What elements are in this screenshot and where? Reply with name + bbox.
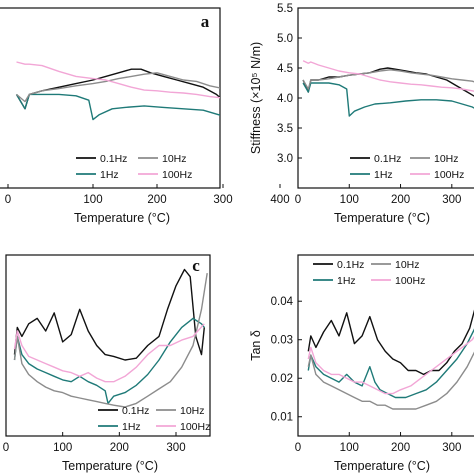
series-line-0_1Hz	[307, 309, 474, 376]
series-line-1Hz	[307, 328, 474, 399]
series-line-10Hz	[16, 72, 220, 103]
x-tick-label: 300	[213, 194, 232, 206]
series-line-10Hz	[307, 351, 474, 410]
x-axis-label: Temperature (°C)	[74, 211, 170, 225]
panel-2: 0 100 200 300 3.0 3.5 4.0 4.5 5.0 5.5 Temperature …	[249, 3, 474, 225]
series-line-1Hz	[13, 317, 205, 405]
y-tick-label: 0.03	[271, 335, 293, 347]
x-tick-label: 0	[295, 194, 301, 206]
legend-label: 100Hz	[395, 275, 425, 287]
series-line-100Hz	[16, 61, 220, 99]
legend-label: 10Hz	[180, 405, 205, 417]
x-tick-label: 100	[53, 442, 72, 454]
x-tick-label: 400	[270, 194, 289, 206]
legend-label: 0.1Hz	[337, 259, 364, 271]
series-line-1Hz	[302, 82, 474, 117]
legend-label: 100Hz	[180, 421, 210, 433]
x-tick-label: 0	[295, 442, 301, 454]
y-tick-label: 4.0	[277, 93, 293, 105]
legend-label: 1Hz	[337, 275, 356, 287]
x-tick-label: 200	[110, 442, 129, 454]
series-line-100Hz	[302, 60, 474, 92]
x-tick-label: 100	[340, 442, 359, 454]
series-group	[15, 61, 220, 121]
series-line-10Hz	[302, 69, 474, 90]
y-axis-label: Stiffness (×10⁵ N/m)	[249, 42, 263, 154]
y-tick-label: 5.5	[277, 3, 293, 15]
panel-1: 0 100 200 300 400 Temperature (°C) a 0.1Hz 10Hz 1…	[0, 7, 290, 225]
panel-label: a	[201, 12, 210, 31]
series-line-10Hz	[13, 272, 208, 408]
series-group	[307, 309, 474, 410]
x-tick-label: 200	[147, 194, 166, 206]
panel-label: c	[192, 256, 200, 275]
legend-label: 10Hz	[162, 153, 187, 165]
y-tick-label: 3.0	[277, 153, 293, 165]
x-axis-label: Temperature (°C)	[334, 459, 430, 473]
legend-label: 10Hz	[434, 153, 459, 165]
y-tick-label: 0.01	[271, 412, 293, 424]
x-tick-label: 100	[83, 194, 102, 206]
legend-label: 100Hz	[162, 169, 192, 181]
plot-frame	[297, 254, 474, 437]
legend-label: 1Hz	[100, 169, 119, 181]
legend-label: 0.1Hz	[100, 153, 127, 165]
series-line-100Hz	[307, 335, 474, 395]
legend-label: 1Hz	[374, 169, 393, 181]
y-tick-label: 5.0	[277, 33, 293, 45]
x-axis-label: Temperature (°C)	[62, 459, 158, 473]
legend-label: 1Hz	[122, 421, 141, 433]
plot-frame	[5, 254, 211, 437]
y-tick-label: 0.02	[271, 373, 293, 385]
x-tick-label: 200	[391, 194, 410, 206]
series-line-0_1Hz	[15, 68, 220, 110]
y-tick-label: 0.04	[271, 296, 294, 308]
series-line-1Hz	[15, 93, 220, 121]
x-tick-label: 300	[442, 194, 461, 206]
series-group	[302, 60, 474, 117]
x-tick-label: 200	[391, 442, 410, 454]
series-line-100Hz	[13, 323, 205, 383]
x-tick-label: 100	[340, 194, 359, 206]
x-tick-label: 300	[442, 442, 461, 454]
x-tick-label: 0	[3, 442, 9, 454]
x-tick-label: 300	[166, 442, 185, 454]
series-line-0_1Hz	[13, 268, 205, 361]
legend-label: 100Hz	[434, 169, 464, 181]
y-tick-label: 3.5	[277, 123, 293, 135]
x-tick-label: 0	[5, 194, 11, 206]
panel-3: 0 100 200 300 Temperature (°C) c 0.1Hz 10Hz 1Hz 1…	[3, 254, 211, 473]
legend-label: 10Hz	[395, 259, 420, 271]
panel-4: 0 100 200 300 0.01 0.02 0.03 0.04 Temperature (°…	[249, 254, 474, 473]
y-tick-label: 4.5	[277, 63, 293, 75]
legend-label: 0.1Hz	[122, 405, 149, 417]
x-axis-label: Temperature (°C)	[334, 211, 430, 225]
legend-label: 0.1Hz	[374, 153, 401, 165]
series-group	[13, 268, 208, 408]
y-axis-label: Tan δ	[249, 330, 263, 361]
